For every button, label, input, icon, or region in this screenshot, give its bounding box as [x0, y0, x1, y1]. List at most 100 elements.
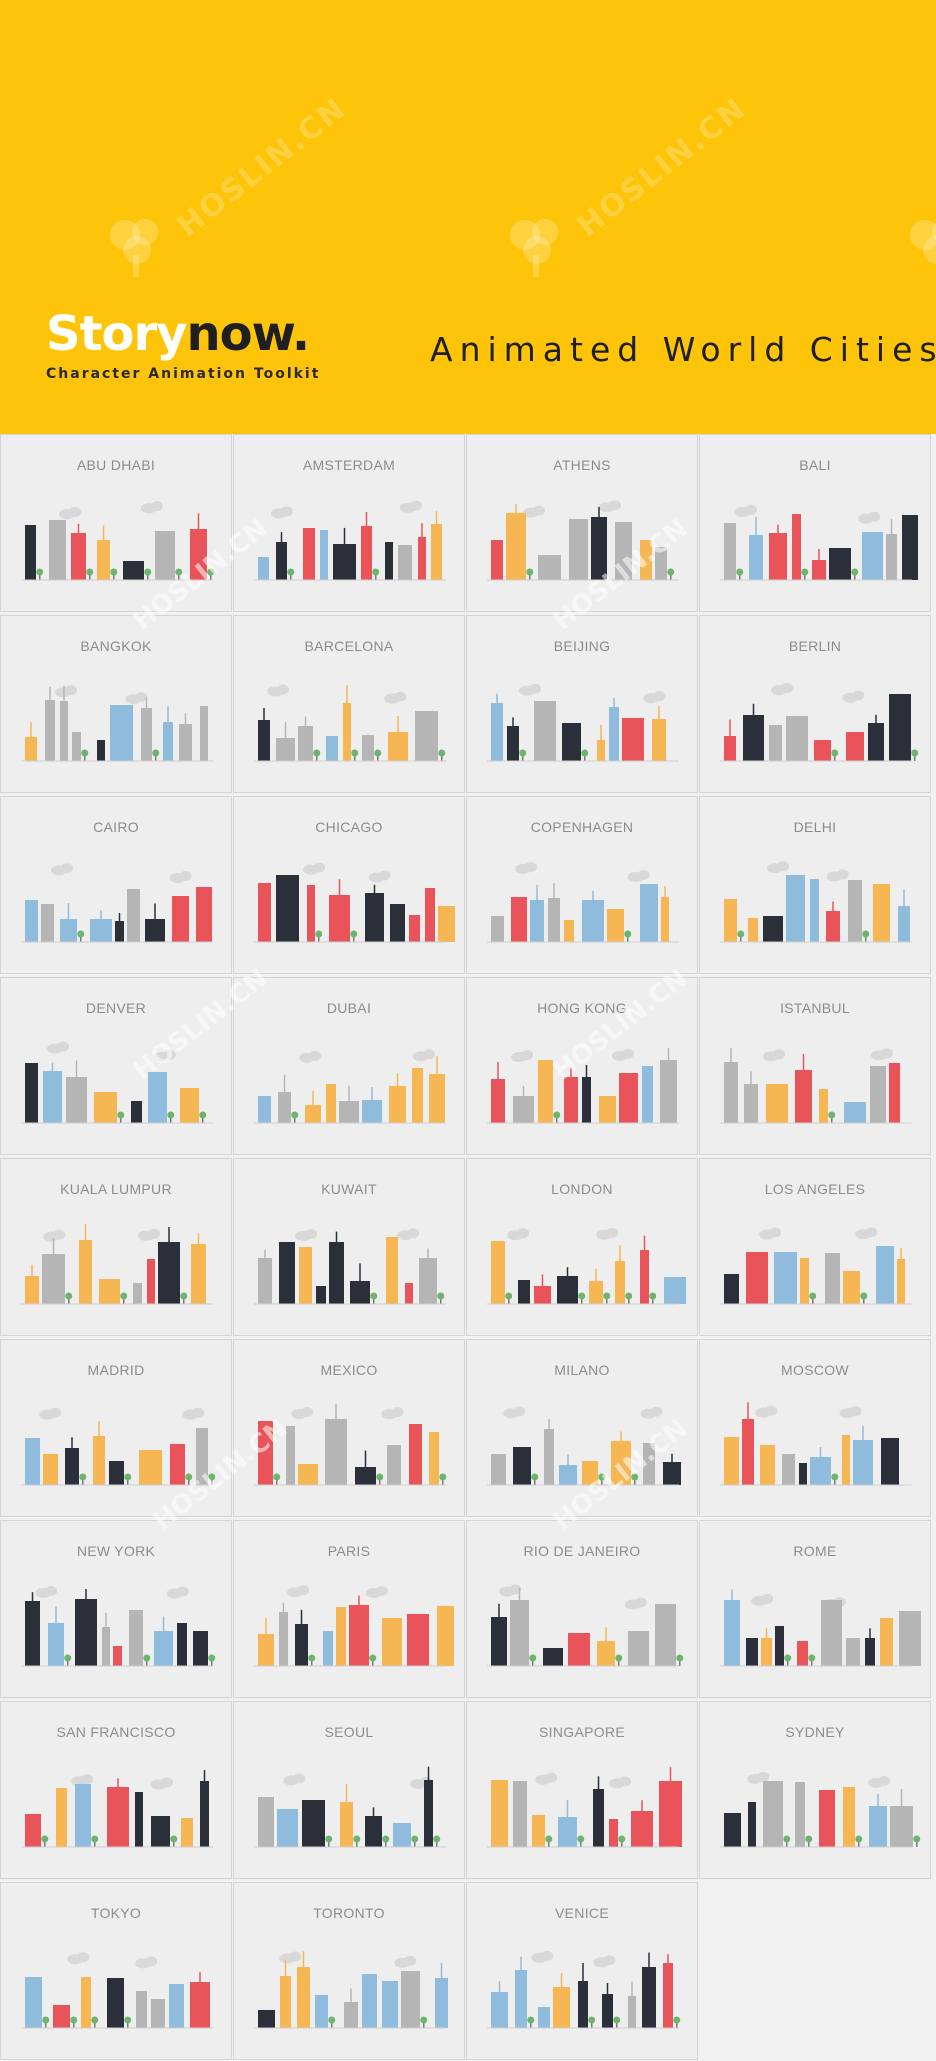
city-tile: ATHENS [466, 434, 698, 612]
building-shape [193, 1631, 208, 1666]
building-shape [393, 1823, 411, 1847]
building-shape [305, 1105, 321, 1123]
cloud-icon [870, 1048, 893, 1061]
tree-trunk [356, 1841, 358, 1847]
building-shape [429, 1432, 439, 1485]
city-name: CAIRO [93, 819, 139, 835]
tree-icon [152, 749, 160, 757]
building-shape [298, 726, 313, 761]
city-tile: SEOUL [233, 1701, 465, 1879]
watermark-text: HOSLIN.CN [170, 90, 354, 245]
city-name: BERLIN [788, 638, 842, 654]
tree-trunk [127, 1479, 129, 1485]
building-shape [429, 1074, 445, 1123]
tree-icon [439, 1473, 447, 1481]
tree-icon [831, 749, 839, 757]
city-tile: DELHI [699, 796, 931, 974]
building-shape [409, 915, 420, 942]
building-shape [25, 1977, 42, 2028]
building-shape [553, 1987, 570, 2028]
tree-trunk [377, 755, 379, 761]
building-shape [279, 1242, 295, 1304]
cloud-icon [140, 501, 163, 514]
tree-icon [351, 749, 359, 757]
cloud-icon [412, 1049, 435, 1062]
building-shape [53, 2005, 70, 2028]
building-shape [258, 1797, 274, 1847]
building-shape [491, 1079, 505, 1123]
building-shape [491, 1617, 507, 1666]
tree-icon [851, 568, 859, 576]
building-shape [286, 1426, 295, 1485]
tree-icon [350, 930, 358, 938]
skyline-illustration [21, 1585, 216, 1667]
building-shape [107, 1978, 124, 2028]
tree-trunk [858, 1841, 860, 1847]
building-shape [513, 1096, 534, 1123]
city-tile: COPENHAGEN [466, 796, 698, 974]
tree-trunk [679, 1660, 681, 1666]
cloud-icon [599, 500, 622, 513]
building-shape [530, 900, 544, 942]
cloud-icon [499, 1584, 522, 1597]
building-shape [179, 724, 192, 761]
tree-icon [910, 220, 936, 264]
tree-trunk [146, 1660, 148, 1666]
skyline-illustration [487, 1950, 681, 2029]
tree-icon [784, 1654, 792, 1662]
building-shape [795, 1070, 812, 1123]
building-shape [177, 1623, 187, 1666]
building-shape [557, 1276, 578, 1304]
building-shape [325, 1419, 347, 1485]
city-tile: MOSCOW [699, 1339, 931, 1517]
building-shape [862, 532, 883, 580]
building-shape [412, 1068, 423, 1123]
cloud-icon [519, 683, 542, 696]
cloud-icon [643, 691, 666, 704]
cloud-icon [747, 1771, 770, 1784]
building-shape [511, 897, 527, 942]
tree-icon [831, 1473, 839, 1481]
tree-icon [291, 1111, 299, 1119]
tree-icon [805, 1835, 813, 1843]
city-name: KUALA LUMPUR [60, 1181, 172, 1197]
tree-trunk [94, 1841, 96, 1847]
cloud-icon [763, 1049, 786, 1062]
tree-trunk [508, 1298, 510, 1304]
tree-icon [578, 1292, 586, 1300]
building-shape [169, 1984, 184, 2028]
skyline-illustration [21, 685, 213, 762]
tree-icon [143, 1654, 151, 1662]
tree-icon [91, 2016, 99, 2024]
building-shape [94, 1092, 117, 1123]
city-name: DUBAI [326, 1000, 372, 1016]
building-shape [409, 1424, 422, 1485]
building-shape [664, 1277, 686, 1304]
building-shape [898, 906, 910, 942]
building-shape [640, 540, 652, 580]
building-shape [640, 1250, 649, 1304]
tree-icon [437, 1292, 445, 1300]
building-shape [382, 1981, 398, 2028]
city-tile: ISTANBUL [699, 977, 931, 1155]
brand-name: Storynow. [46, 310, 320, 358]
building-shape [534, 701, 556, 761]
skyline-illustration [487, 1406, 681, 1486]
tree-icon [531, 1473, 539, 1481]
building-shape [438, 906, 455, 942]
tree-trunk [316, 755, 318, 761]
city-name: SAN FRANCISCO [56, 1724, 176, 1740]
city-tile: MEXICO [233, 1339, 465, 1517]
building-shape [48, 1623, 64, 1666]
tree-icon [170, 1835, 178, 1843]
city-name: NEW YORK [76, 1543, 156, 1559]
tree-trunk [591, 2022, 593, 2028]
building-shape [558, 1817, 577, 1847]
city-tile: LOS ANGELES [699, 1158, 931, 1336]
cloud-icon [150, 1777, 173, 1790]
cloud-icon [279, 1951, 302, 1964]
building-shape [110, 705, 133, 761]
building-shape [258, 720, 270, 761]
building-shape [302, 1800, 325, 1847]
skyline-illustration [720, 683, 919, 762]
